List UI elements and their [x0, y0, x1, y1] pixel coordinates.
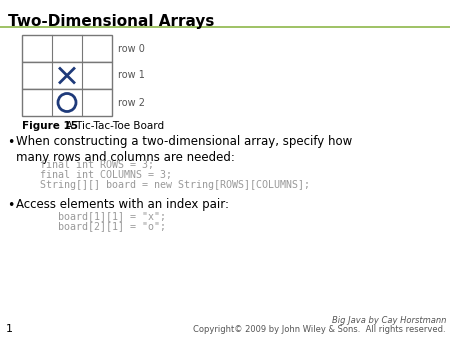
- Text: row 2: row 2: [118, 97, 145, 107]
- Text: •: •: [7, 199, 14, 212]
- Bar: [22, 89, 112, 116]
- Text: Access elements with an index pair:: Access elements with an index pair:: [16, 198, 229, 211]
- Text: String[][] board = new String[ROWS][COLUMNS];: String[][] board = new String[ROWS][COLU…: [22, 180, 310, 190]
- Text: board[2][1] = "o";: board[2][1] = "o";: [22, 221, 166, 231]
- Text: Big Java by Cay Horstmann: Big Java by Cay Horstmann: [332, 316, 446, 325]
- Text: Figure 15: Figure 15: [22, 121, 78, 131]
- Text: A Tic-Tac-Toe Board: A Tic-Tac-Toe Board: [56, 121, 164, 131]
- Text: final int ROWS = 3;: final int ROWS = 3;: [22, 160, 154, 170]
- Text: •: •: [7, 136, 14, 149]
- Bar: [22, 62, 112, 89]
- Text: Copyright© 2009 by John Wiley & Sons.  All rights reserved.: Copyright© 2009 by John Wiley & Sons. Al…: [194, 325, 446, 334]
- Text: When constructing a two-dimensional array, specify how
many rows and columns are: When constructing a two-dimensional arra…: [16, 135, 352, 164]
- Text: row 1: row 1: [118, 71, 145, 80]
- Text: final int COLUMNS = 3;: final int COLUMNS = 3;: [22, 170, 172, 180]
- Text: 1: 1: [6, 324, 13, 334]
- Bar: [22, 35, 112, 62]
- Text: row 0: row 0: [118, 44, 145, 53]
- Text: Two-Dimensional Arrays: Two-Dimensional Arrays: [8, 14, 214, 29]
- Text: board[1][1] = "x";: board[1][1] = "x";: [22, 211, 166, 221]
